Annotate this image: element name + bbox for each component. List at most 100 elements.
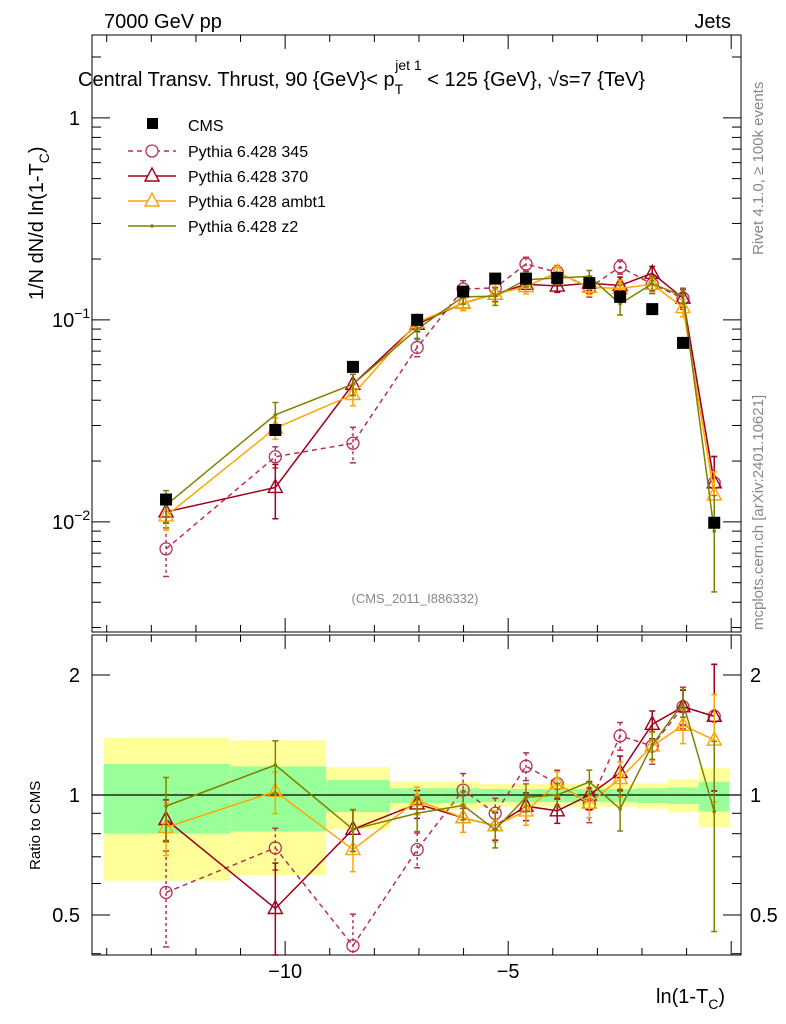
ratio-point-3 [164, 804, 168, 808]
ratio-point-3 [618, 807, 622, 811]
y-tick-exponent: −2 [74, 507, 90, 523]
ratio-point-2 [267, 781, 284, 798]
legend-label: Pythia 6.428 z2 [188, 219, 298, 236]
x-tick-label: −5 [497, 961, 520, 983]
legend-cms-label: CMS [188, 118, 224, 135]
ratio-point-3 [415, 811, 419, 816]
y-axis-label: 1/N dN/d ln(1-TC) [26, 146, 52, 300]
y-tick-label: 10−2 [52, 507, 90, 534]
main-panel-frame [91, 34, 742, 633]
main-series-line-2 [165, 271, 715, 517]
ratio-y-tick-label-left: 1 [69, 785, 80, 807]
header-right: Jets [694, 11, 731, 33]
ratio-point-2 [454, 808, 472, 824]
y-tick-base: 10 [52, 310, 74, 332]
main-point-0 [410, 340, 424, 355]
cms-data-point [614, 290, 627, 303]
y-tick-label: 1 [69, 108, 80, 130]
ratio-y-label: Ratio to CMS [27, 781, 44, 870]
ratio-point-3 [273, 763, 278, 767]
cms-data-point [520, 272, 533, 285]
cms-data-point [583, 277, 596, 290]
ratio-point-0 [159, 885, 173, 900]
ratio-point-0 [410, 842, 424, 857]
ratio-y-tick-label-left: 2 [69, 665, 80, 687]
ratio-point-2 [344, 840, 362, 856]
y-tick-base: 10 [52, 512, 74, 534]
legend-label: Pythia 6.428 370 [188, 169, 308, 186]
ratio-point-3 [555, 793, 560, 797]
ratio-point-3 [351, 827, 355, 832]
mcplots-label: mcplots.cern.ch [arXiv:2401.10621] [750, 395, 767, 630]
main-point-3 [681, 294, 685, 298]
main-point-3 [493, 294, 498, 298]
main-point-2 [517, 277, 535, 293]
legend-triangle-marker [143, 166, 161, 182]
ratio-point-3 [524, 795, 528, 800]
main-point-0 [268, 450, 282, 464]
ratio-point-2 [517, 801, 535, 817]
legend-circle-marker [145, 144, 159, 158]
ratio-point-3 [712, 809, 717, 814]
header-left: 7000 GeV pp [104, 11, 222, 33]
legend-label: Pythia 6.428 345 [188, 144, 308, 161]
main-point-3 [415, 327, 419, 331]
cms-data-point [346, 360, 359, 373]
ratio-point-0 [519, 759, 533, 773]
ratio-point-0 [268, 841, 282, 855]
main-series-line-1 [165, 272, 715, 513]
cms-data-point [551, 272, 564, 285]
main-point-1 [267, 477, 284, 494]
cms-data-point [269, 423, 282, 436]
cms-data-point [646, 303, 659, 316]
ratio-y-tick-label-right: 1 [750, 785, 761, 807]
legend-dot-marker [150, 224, 154, 228]
ratio-point-0 [613, 729, 627, 743]
ratio-point-2 [581, 793, 598, 809]
band-green [667, 787, 699, 804]
legend-triangle-marker [143, 191, 161, 207]
main-point-3 [273, 412, 278, 417]
cms-data-point [457, 285, 470, 298]
ratio-point-1 [549, 801, 566, 817]
ratio-point-3 [681, 701, 685, 705]
ratio-point-3 [587, 780, 592, 784]
legend-cms-marker [147, 118, 158, 129]
rivet-version-label: Rivet 4.1.0, ≥ 100k events [750, 82, 767, 255]
main-point-3 [712, 529, 717, 533]
ratio-y-tick-label-left: 0.5 [52, 905, 80, 927]
main-series-line-0 [165, 263, 715, 550]
ratio-point-3 [493, 827, 498, 832]
ratio-y-tick-label-right: 0.5 [750, 905, 778, 927]
ratio-point-2 [674, 715, 692, 732]
y-tick-label: 10−1 [52, 305, 90, 332]
main-point-3 [351, 382, 355, 387]
main-point-0 [346, 436, 360, 450]
tick-labels: 110−110−22 21 10.5 0.5−10 −5 [52, 108, 778, 983]
main-point-2 [454, 293, 472, 309]
axis-ticks [92, 35, 741, 955]
x-tick-label: −10 [268, 961, 302, 983]
main-point-0 [159, 542, 173, 556]
cms-data-point [411, 313, 424, 326]
ratio-point-0 [346, 939, 360, 953]
ratio-point-3 [461, 803, 465, 808]
main-point-1 [549, 276, 566, 292]
cms-data-point [489, 272, 502, 285]
y-tick-exponent: −1 [74, 305, 90, 321]
band-green [103, 764, 231, 834]
plot-title: Central Transv. Thrust, 90 {GeV}< pTjet … [78, 57, 645, 97]
legend-label: Pythia 6.428 ambt1 [188, 194, 326, 211]
ratio-point-2 [611, 769, 629, 785]
analysis-tag: (CMS_2011_I886332) [352, 591, 479, 606]
legend: CMS Pythia 6.428 345 Pythia 6.428 370 Pythi… [128, 118, 326, 236]
main-point-0 [613, 260, 627, 274]
ratio-y-tick-label-right: 2 [750, 665, 761, 687]
band-green [230, 766, 327, 832]
main-point-0 [519, 257, 533, 271]
main-point-2 [674, 298, 692, 314]
cms-data-point [677, 336, 690, 349]
ratio-uncertainty-bands [103, 738, 730, 881]
cms-data-point [160, 493, 173, 506]
